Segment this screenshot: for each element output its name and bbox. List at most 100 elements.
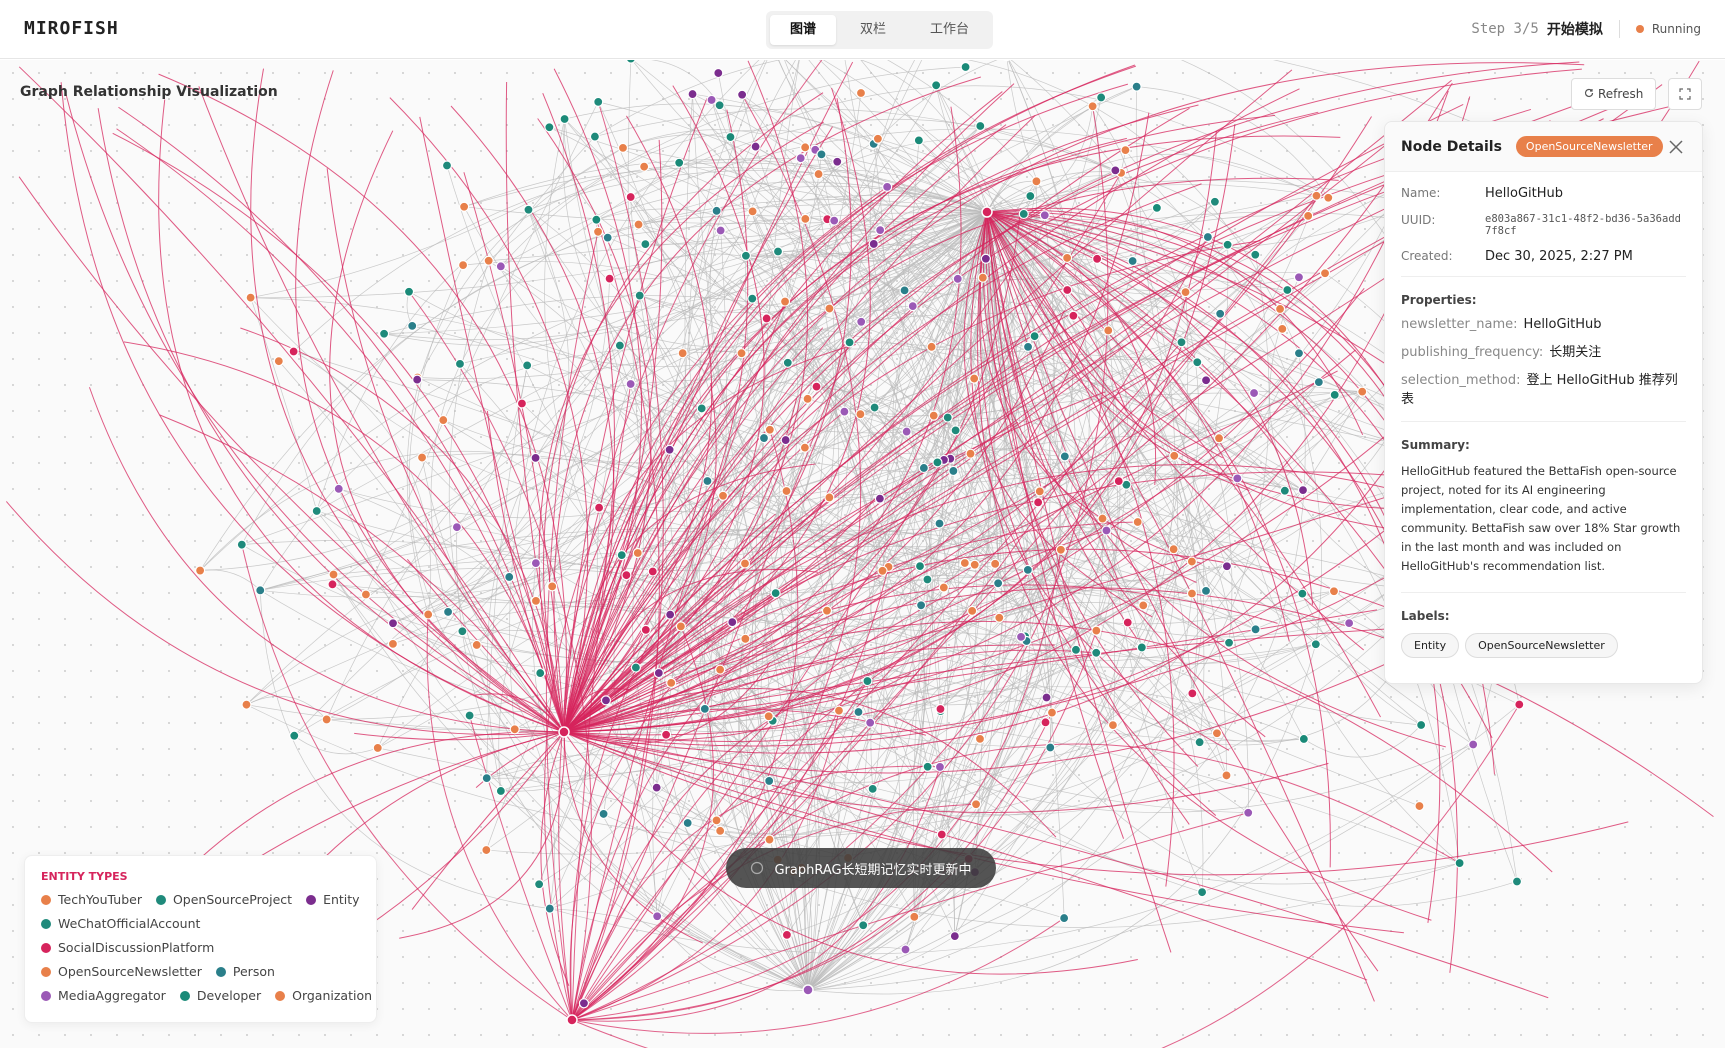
node [824,492,835,503]
edge [259,590,550,909]
fullscreen-button[interactable] [1668,78,1702,110]
edge [622,129,816,151]
edge [250,147,624,298]
edge [430,219,597,613]
node [740,633,751,644]
node [328,569,339,580]
node [855,409,866,420]
edge [365,530,889,595]
refresh-button[interactable]: Refresh [1571,78,1657,110]
node [1211,728,1223,739]
node [844,337,855,348]
node [1180,287,1191,298]
edge [333,574,809,991]
edge [563,115,713,733]
node [534,879,545,890]
node [779,296,791,307]
edge [778,60,988,213]
node [1274,303,1286,315]
node [403,286,415,297]
node [639,161,650,172]
edge [786,490,1335,662]
graph-title: Graph Relationship Visualization [20,84,278,100]
edge [538,211,988,885]
node [867,783,878,795]
edge [563,513,776,733]
edge [563,134,1521,733]
close-button[interactable] [1666,137,1686,157]
node [653,667,664,679]
edge [488,66,966,262]
node [288,346,299,357]
node [665,609,676,620]
edge [459,363,809,991]
edge [985,211,1199,767]
edge [571,106,1109,1021]
edge [844,60,1000,618]
edge [571,383,632,1021]
node [1132,516,1143,528]
edge [986,211,1314,605]
node [1070,644,1082,655]
edge [986,211,1121,713]
node [1029,331,1040,342]
edge [656,916,809,992]
node [935,703,946,715]
edge [383,295,1305,740]
node [442,606,454,618]
node [761,313,772,324]
edge [571,649,1097,1021]
tab[interactable]: 双栏 [860,22,887,37]
edge [563,383,717,733]
edge [443,407,875,464]
field-value: Dec 30, 2025, 2:27 PM [1485,249,1633,264]
tab[interactable]: 图谱 [770,15,837,45]
node [781,485,792,497]
tab[interactable]: 工作台 [930,22,970,37]
node [632,547,643,559]
edge [594,60,781,137]
edge [873,243,956,431]
node [651,782,662,793]
graph-canvas[interactable] [0,60,1725,1048]
edge [549,126,1227,776]
node [1107,720,1119,731]
node [901,426,912,437]
node [1250,624,1261,635]
edge [594,108,1116,171]
node [1222,239,1233,250]
node [1138,600,1149,611]
edge [486,410,565,733]
edge [426,614,573,1021]
edge [807,258,987,991]
legend-rows: TechYouTuber OpenSourceProject Entity WeCha… [41,892,372,1003]
node [614,340,625,351]
node [874,493,886,504]
edge [955,211,997,431]
edge [918,140,988,213]
edge [543,92,824,733]
edge [563,109,749,733]
edge [940,394,1335,710]
node [713,67,724,79]
node [1033,497,1044,508]
node [1277,323,1288,334]
node [1187,688,1198,699]
node [471,639,482,651]
node [960,61,971,73]
legend-swatch [179,990,190,1001]
node [764,424,775,435]
edge [986,211,1157,486]
node [1025,190,1036,202]
edge [563,672,911,741]
field: UUID: e803a867-31c1-48f2-bd36-5a36add7f8c… [1401,213,1686,237]
legend-swatch [155,894,166,905]
edge [563,111,1319,733]
legend-label: MediaAggregator [58,988,166,1003]
node [811,381,822,392]
edge [807,336,1062,991]
node [451,522,462,533]
edge [571,301,786,1021]
edge [596,85,1329,220]
